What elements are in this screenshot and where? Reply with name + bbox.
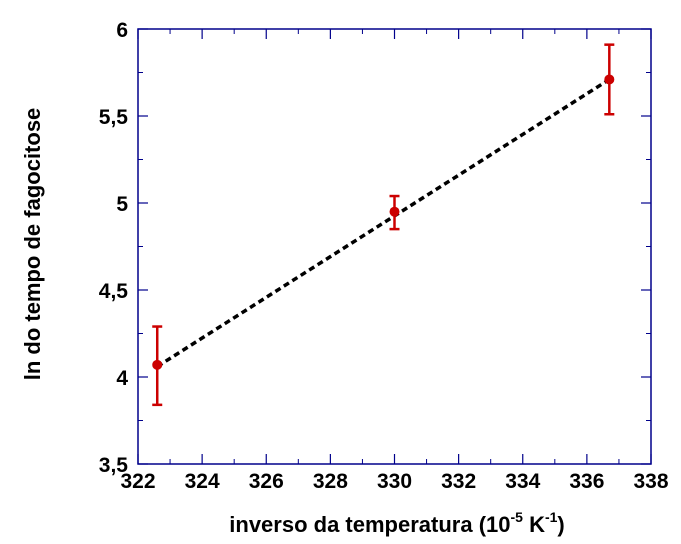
x-axis-title-main: inverso da temperatura (10: [229, 512, 510, 537]
y-tick-label: 5: [116, 193, 128, 216]
x-tick-label: 322: [120, 470, 155, 493]
x-tick-label: 334: [505, 470, 540, 493]
x-tick-label: 324: [185, 470, 220, 493]
y-tick-label: 4: [116, 367, 128, 390]
y-tick-label: 3,5: [99, 454, 129, 477]
data-point: [604, 74, 615, 85]
fit-line-group: [156, 77, 611, 369]
x-tick-label: 326: [249, 470, 284, 493]
x-tick-label: 330: [377, 470, 412, 493]
y-axis-title: ln do tempo de fagocitose: [20, 108, 45, 381]
data-point: [152, 359, 163, 370]
fit-line: [156, 77, 611, 369]
x-tick-label: 336: [569, 470, 604, 493]
x-axis-title-exponent-1: -5: [511, 509, 524, 525]
plot-frame: [137, 28, 652, 465]
data-point: [389, 206, 400, 217]
y-tick-label: 4,5: [99, 280, 129, 303]
data-points: [152, 74, 615, 370]
x-axis-title: inverso da temperatura (10-5 K-1): [229, 509, 564, 537]
x-tick-label: 328: [313, 470, 348, 493]
y-tick-label: 5,5: [99, 106, 129, 129]
x-tick-label: 338: [633, 470, 668, 493]
error-bars: [152, 43, 615, 407]
x-axis-title-exponent-2: -1: [545, 509, 558, 525]
y-tick-label: 6: [116, 19, 128, 42]
x-axis-title-middle: K: [523, 512, 545, 537]
tick-labels: 322 324 326 328 330 332 334 336 338 3,5 4 4,5 5 5,5 6: [99, 19, 669, 493]
x-tick-label: 332: [441, 470, 476, 493]
x-axis-title-end: ): [557, 512, 564, 537]
axis-ticks: [137, 28, 652, 465]
